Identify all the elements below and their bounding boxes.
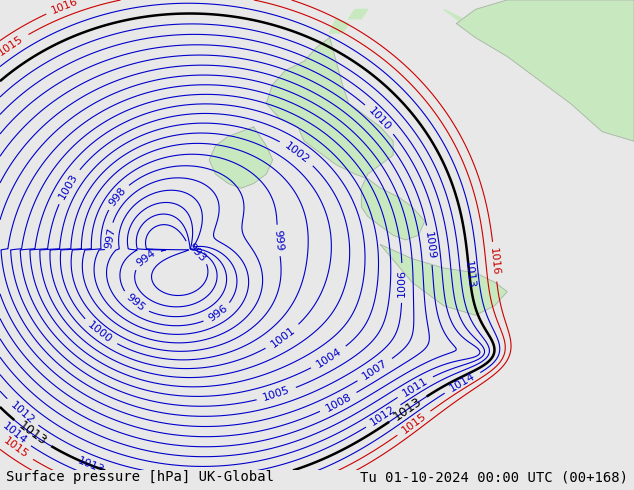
Polygon shape — [456, 0, 634, 141]
Text: 1012: 1012 — [8, 399, 36, 426]
Text: 1012: 1012 — [369, 404, 398, 428]
Text: 1005: 1005 — [262, 385, 292, 403]
Text: 1001: 1001 — [269, 325, 297, 350]
Text: 1013: 1013 — [463, 260, 476, 289]
Polygon shape — [330, 19, 349, 33]
Text: 1015: 1015 — [0, 33, 25, 57]
Text: 1013: 1013 — [16, 419, 49, 448]
Text: 1011: 1011 — [401, 375, 429, 398]
Text: 998: 998 — [107, 185, 128, 208]
Text: 999: 999 — [272, 229, 284, 252]
Text: 1013: 1013 — [75, 455, 105, 475]
Text: 1008: 1008 — [324, 392, 353, 414]
Text: 1015: 1015 — [2, 436, 30, 461]
Text: 1009: 1009 — [423, 231, 437, 260]
Text: 996: 996 — [206, 303, 230, 324]
Text: 1000: 1000 — [86, 320, 114, 345]
Text: 1016: 1016 — [488, 247, 501, 276]
Polygon shape — [444, 0, 558, 47]
Text: 1014: 1014 — [448, 371, 477, 394]
Text: 1015: 1015 — [400, 411, 428, 436]
Text: 1014: 1014 — [0, 421, 29, 446]
Text: 1007: 1007 — [361, 358, 389, 382]
Polygon shape — [266, 38, 425, 240]
Text: 997: 997 — [103, 227, 117, 249]
Polygon shape — [209, 127, 273, 188]
Text: 1003: 1003 — [57, 172, 80, 201]
Text: 1004: 1004 — [314, 346, 344, 369]
Text: 1013: 1013 — [391, 395, 425, 423]
Text: 994: 994 — [135, 248, 158, 269]
Text: 995: 995 — [124, 293, 146, 314]
Text: 993: 993 — [185, 241, 207, 264]
Text: 1016: 1016 — [50, 0, 80, 16]
Text: Tu 01-10-2024 00:00 UTC (00+168): Tu 01-10-2024 00:00 UTC (00+168) — [359, 470, 628, 484]
Text: 1010: 1010 — [366, 105, 393, 133]
Polygon shape — [380, 245, 507, 315]
Text: 1002: 1002 — [283, 140, 311, 165]
Polygon shape — [349, 9, 368, 19]
Text: 1006: 1006 — [397, 269, 407, 297]
Text: Surface pressure [hPa] UK-Global: Surface pressure [hPa] UK-Global — [6, 470, 275, 484]
